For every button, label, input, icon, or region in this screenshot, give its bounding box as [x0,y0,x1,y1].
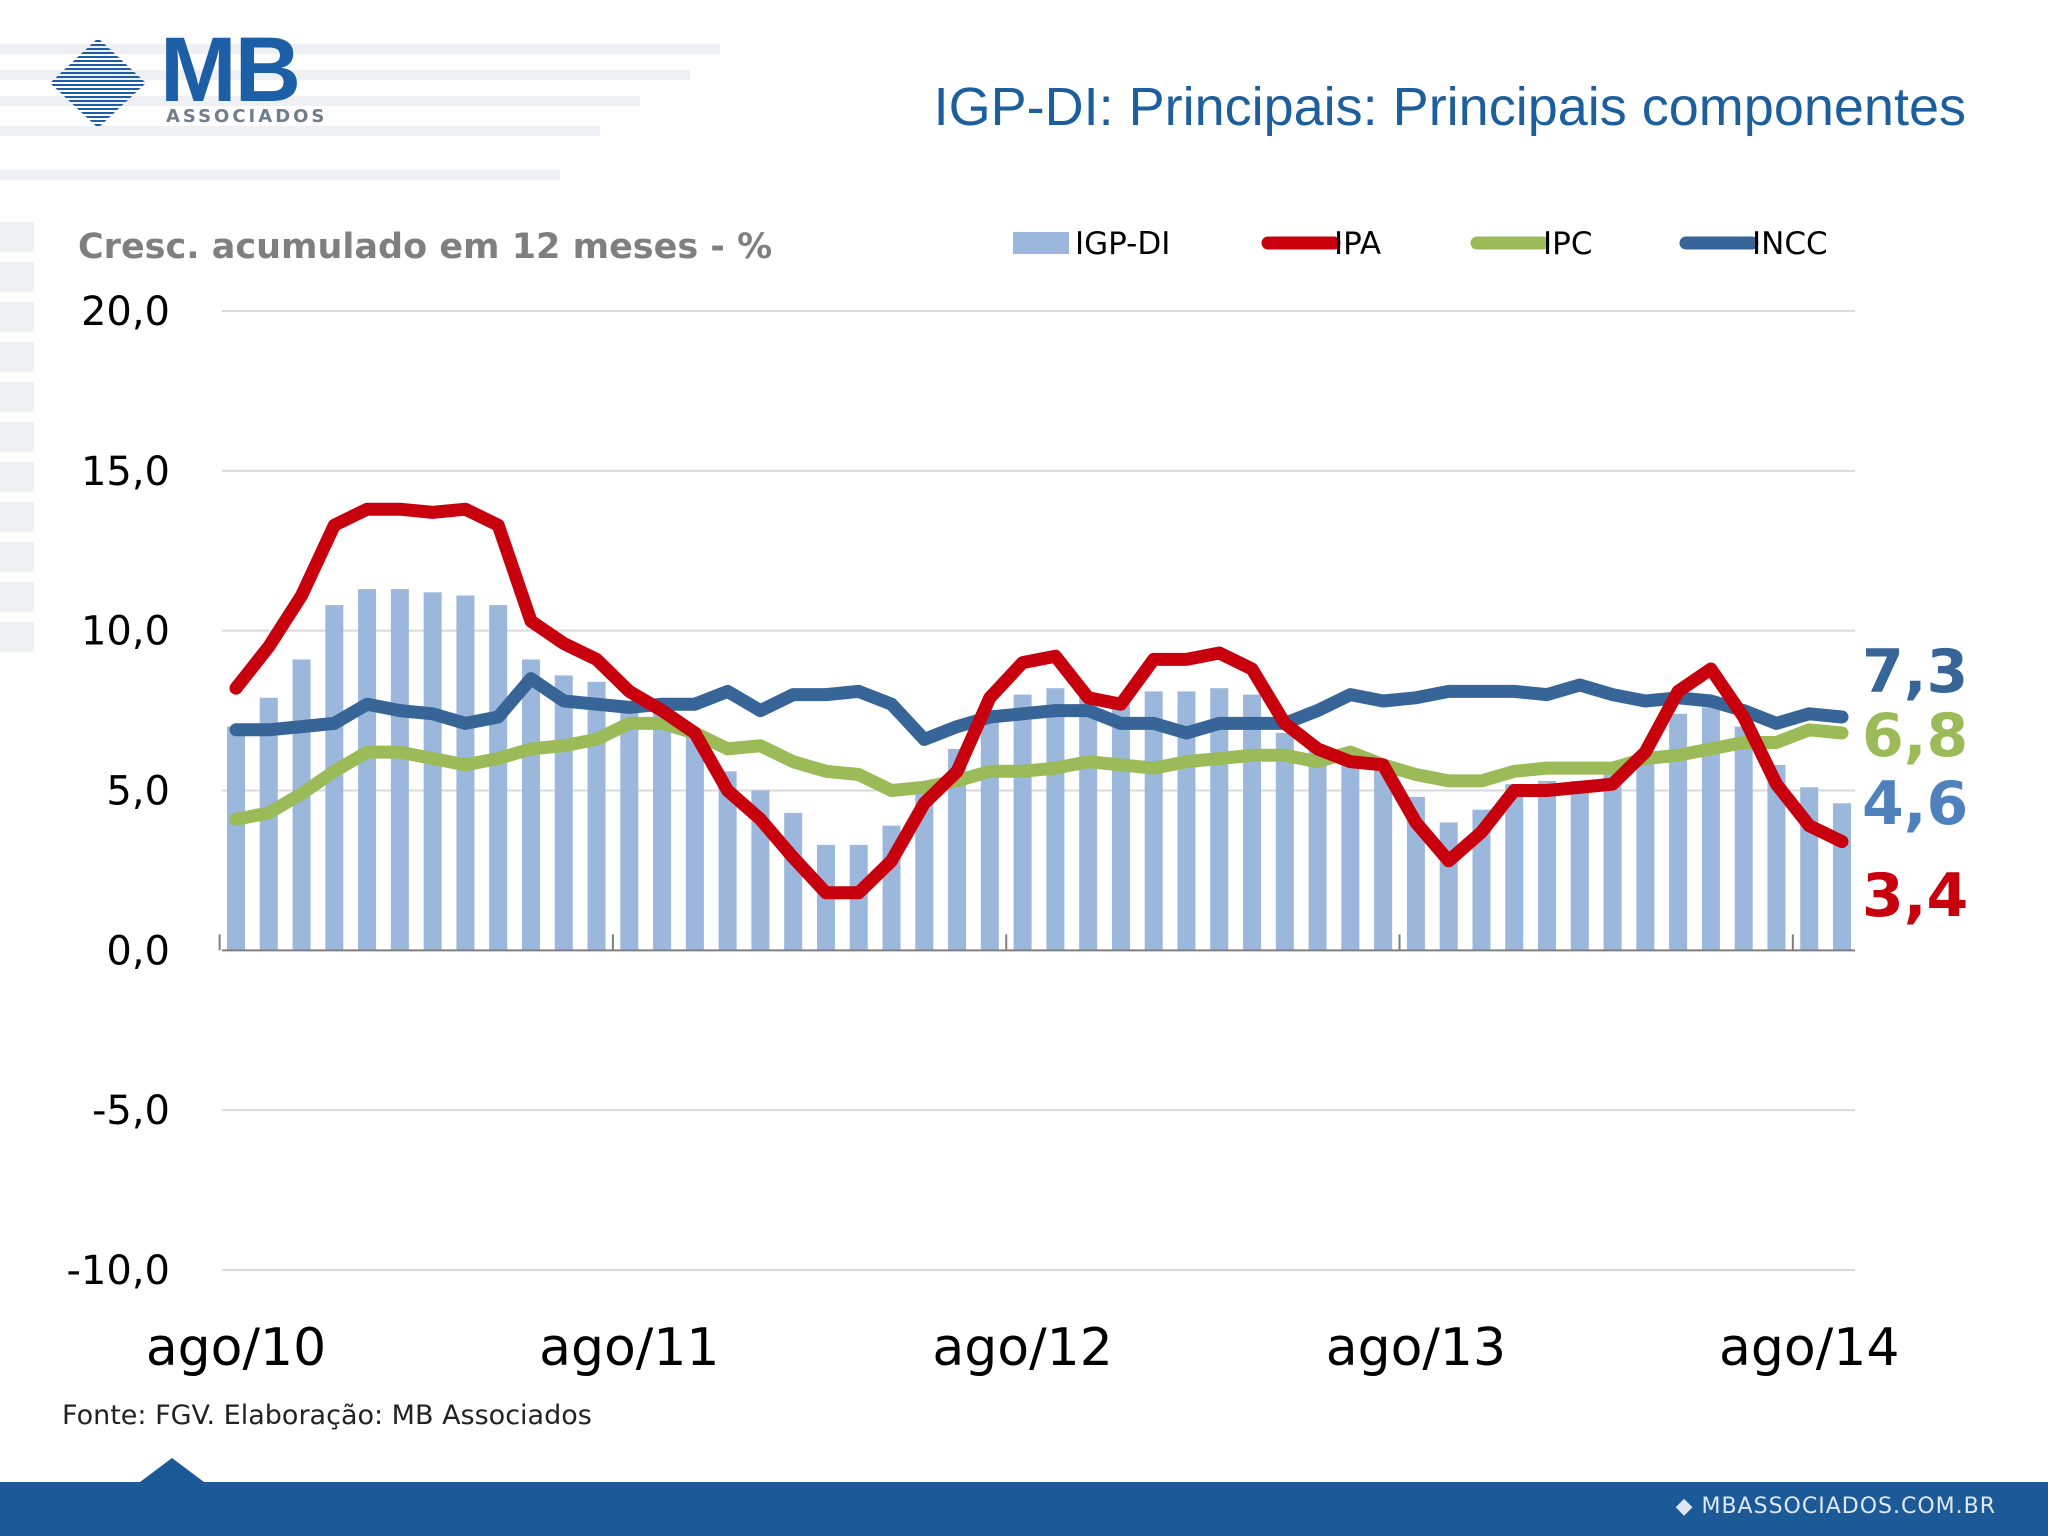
bg-side-tick [0,622,34,652]
bar [980,716,999,951]
bg-side-tick [0,462,34,492]
bar [1472,809,1491,951]
footer-url[interactable]: ◆ MBASSOCIADOS.COM.BR [1675,1494,1996,1519]
line-incc [229,672,1849,746]
bar [1046,688,1065,951]
bar [1603,774,1622,951]
bar [1767,764,1786,951]
y-tick-label: 20,0 [81,289,170,335]
footer-bar [0,1482,2048,1536]
end-label: 4,6 [1862,769,1968,839]
bar [521,659,540,951]
y-tick-label: 0,0 [106,928,170,974]
legend-label: IPA [1334,226,1381,262]
bg-side-tick [0,342,34,372]
bg-side-tick [0,302,34,332]
bar [456,595,475,951]
y-axis-label: Cresc. acumulado em 12 meses - % [78,227,772,267]
bar [1538,780,1557,951]
bg-side-tick [0,382,34,412]
bar [1243,694,1262,951]
bar [948,748,967,951]
x-tick-label: ago/10 [146,1318,326,1378]
bar [1833,803,1851,951]
bar [587,681,606,951]
bar [259,697,278,951]
bar [390,589,409,951]
bar [358,589,377,951]
bar [1570,780,1589,951]
end-label: 7,3 [1862,637,1968,707]
bg-stripe [0,170,560,180]
bar [1505,784,1524,951]
y-tick-label: 15,0 [81,449,170,495]
footer-url-text: MBASSOCIADOS.COM.BR [1701,1494,1996,1519]
legend-swatch [1013,232,1069,254]
bar [1439,822,1458,951]
y-tick-label: -10,0 [67,1248,171,1294]
bg-side-tick [0,222,34,252]
bar [1669,713,1688,951]
y-tick-label: -5,0 [92,1088,170,1134]
chart: Cresc. acumulado em 12 meses - % 20,0 15,… [67,226,1969,1378]
y-tick-label: 5,0 [106,769,170,815]
bar [685,732,704,951]
bar [423,592,442,951]
bar [1079,694,1098,951]
source-note: Fonte: FGV. Elaboração: MB Associados [62,1400,592,1431]
line-ipc [229,716,1849,826]
bar [1308,748,1327,951]
logo-text: MB [160,19,301,121]
legend-label: IGP-DI [1075,226,1170,262]
bar [1013,694,1032,951]
y-tick-label: 10,0 [81,609,170,655]
bg-side-tick [0,582,34,612]
line-series [229,502,1849,900]
bar [489,605,508,951]
bar [1734,726,1753,951]
x-tick-label: ago/12 [932,1318,1112,1378]
legend-label: IPC [1543,226,1592,262]
bar [1341,758,1360,951]
x-tick-label: ago/14 [1719,1318,1899,1378]
bar [915,790,934,951]
legend-label: INCC [1752,226,1828,262]
bg-stripe [0,44,720,54]
bar [620,700,639,951]
bg-side-tick [0,262,34,292]
x-tick-label: ago/11 [539,1318,719,1378]
end-labels: 7,36,84,6 3,4 [1862,637,1968,931]
bar [1275,732,1294,951]
bg-stripe [0,96,640,106]
footer-notch [0,1458,260,1484]
line-ipa [229,502,1849,900]
bar [1144,691,1163,951]
logo-diamond-icon [50,38,146,128]
bar [718,771,737,951]
page-title: IGP-DI: Principais: Principais component… [933,77,1966,137]
bar [1374,761,1393,951]
bg-side-tick [0,542,34,572]
x-tick-label: ago/13 [1326,1318,1506,1378]
bar [227,726,245,951]
bg-stripe [0,70,690,80]
legend: IGP-DI IPA IPC INCC [1013,226,1828,262]
bar [1701,707,1720,951]
bar [1111,700,1130,951]
bg-side-tick [0,422,34,452]
x-axis [218,934,1855,952]
bar [554,675,573,951]
bg-stripe [0,126,600,136]
bar [653,707,672,951]
bar [1636,755,1655,951]
end-label: 6,8 [1862,701,1968,771]
end-label: 3,4 [1862,861,1968,931]
bar [784,812,803,951]
bg-side-tick [0,502,34,532]
logo-subtext: ASSOCIADOS [166,106,328,127]
tick-labels: 20,0 15,0 10,0 5,0 0,0 -5,0 -10,0 ago/10 ago/11 a… [67,289,1900,1378]
